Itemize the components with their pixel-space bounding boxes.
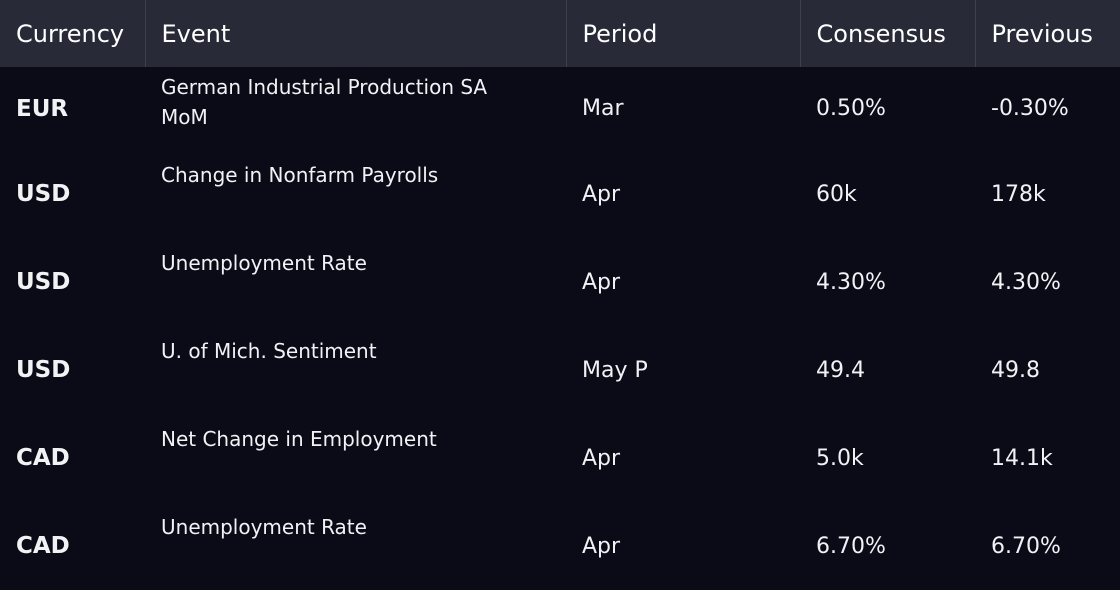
header-cell: Period (566, 0, 801, 67)
table-cell: 5.0k (816, 445, 864, 471)
table-cell: Apr (582, 181, 621, 207)
table-row: USD Change in Nonfarm Payrolls Apr 60k 178k (0, 150, 1120, 238)
table-row: CAD Net Change in Employment Apr 5.0k 14.1k (0, 414, 1120, 502)
table-cell: 6.70% (991, 533, 1061, 559)
table-cell: CAD (16, 533, 70, 559)
table-cell: 0.50% (816, 96, 886, 121)
table-cell: 4.30% (816, 269, 886, 295)
header-cell: Consensus (800, 0, 976, 67)
table-cell: USD (16, 269, 71, 295)
table-cell: Unemployment Rate (161, 251, 367, 275)
table-cell: Change in Nonfarm Payrolls (161, 163, 439, 187)
table-row: USD Unemployment Rate Apr 4.30% 4.30% (0, 238, 1120, 326)
table-cell: 14.1k (991, 445, 1053, 471)
table-cell: 49.4 (816, 357, 865, 383)
table-cell: CAD (16, 445, 70, 471)
header-cell: Event (145, 0, 567, 67)
table-cell: USD (16, 357, 71, 383)
table-cell: Apr (582, 269, 621, 295)
table-body: EUR German Industrial Production SA MoM Ma… (0, 67, 1120, 590)
table-row: CAD Unemployment Rate Apr 6.70% 6.70% (0, 502, 1120, 590)
table-cell: USD (16, 181, 71, 207)
table-row: EUR German Industrial Production SA MoM Ma… (0, 67, 1120, 150)
table-cell: 49.8 (991, 357, 1040, 383)
table-cell: Unemployment Rate (161, 515, 367, 539)
table-cell: 6.70% (816, 533, 886, 559)
table-cell: U. of Mich. Sentiment (161, 339, 377, 363)
table-cell: -0.30% (991, 96, 1069, 121)
page: Currency Event Period Consensus Previous EUR… (0, 0, 1120, 559)
table-cell: EUR (16, 95, 69, 122)
table-cell: 4.30% (991, 269, 1061, 295)
table-cell: Mar (582, 96, 624, 121)
table-cell: German Industrial Production SA MoM (161, 75, 488, 129)
table-cell: Net Change in Employment (161, 427, 437, 451)
table-cell: 60k (816, 181, 857, 207)
table-cell: May P (582, 357, 648, 383)
table-cell: Apr (582, 445, 621, 471)
table-cell: Apr (582, 533, 621, 559)
header-row: Currency Event Period Consensus Previous (0, 0, 1120, 67)
header-cell: Previous (975, 0, 1120, 67)
table-cell: 178k (991, 181, 1046, 207)
header-cell: Currency (0, 0, 146, 67)
table-row: USD U. of Mich. Sentiment May P 49.4 49.8 (0, 326, 1120, 414)
